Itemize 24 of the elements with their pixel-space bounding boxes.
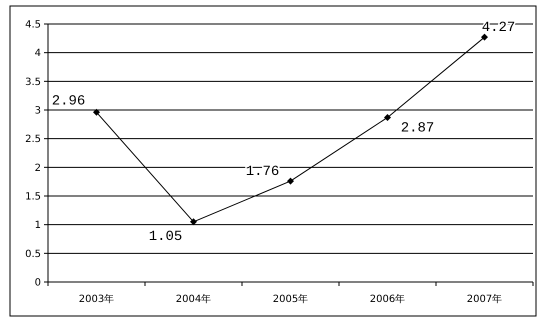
point bbox=[287, 178, 294, 185]
x-tick-label: 2006年 bbox=[370, 293, 406, 305]
y-tick-label: 2.5 bbox=[25, 134, 41, 146]
point bbox=[190, 218, 197, 226]
y-tick-label: 3 bbox=[34, 106, 41, 116]
data-label: 1.76 bbox=[246, 164, 280, 180]
y-tick-label: 0.5 bbox=[25, 248, 41, 260]
y-tick-label: 4.5 bbox=[25, 20, 41, 30]
y-tick-label: 2 bbox=[34, 162, 41, 174]
point bbox=[384, 114, 391, 121]
y-tick-label: 0 bbox=[34, 278, 41, 288]
point bbox=[93, 108, 100, 116]
data-label: 1.05 bbox=[148, 228, 182, 245]
y-tick-label: 4 bbox=[34, 48, 41, 60]
y-tick-label: 3.5 bbox=[25, 76, 41, 88]
y-tick-label: 1 bbox=[34, 220, 41, 232]
x-tick-label: 2007年 bbox=[466, 293, 502, 305]
x-tick-label: 2005年 bbox=[272, 293, 308, 305]
point bbox=[481, 34, 488, 41]
x-tick-label: 2003年 bbox=[78, 293, 114, 305]
data-label: 2.96 bbox=[52, 93, 86, 110]
y-tick-label: 1.5 bbox=[25, 192, 41, 202]
data-label: 2.87 bbox=[400, 120, 434, 136]
x-tick-label: 2004年 bbox=[176, 293, 212, 305]
